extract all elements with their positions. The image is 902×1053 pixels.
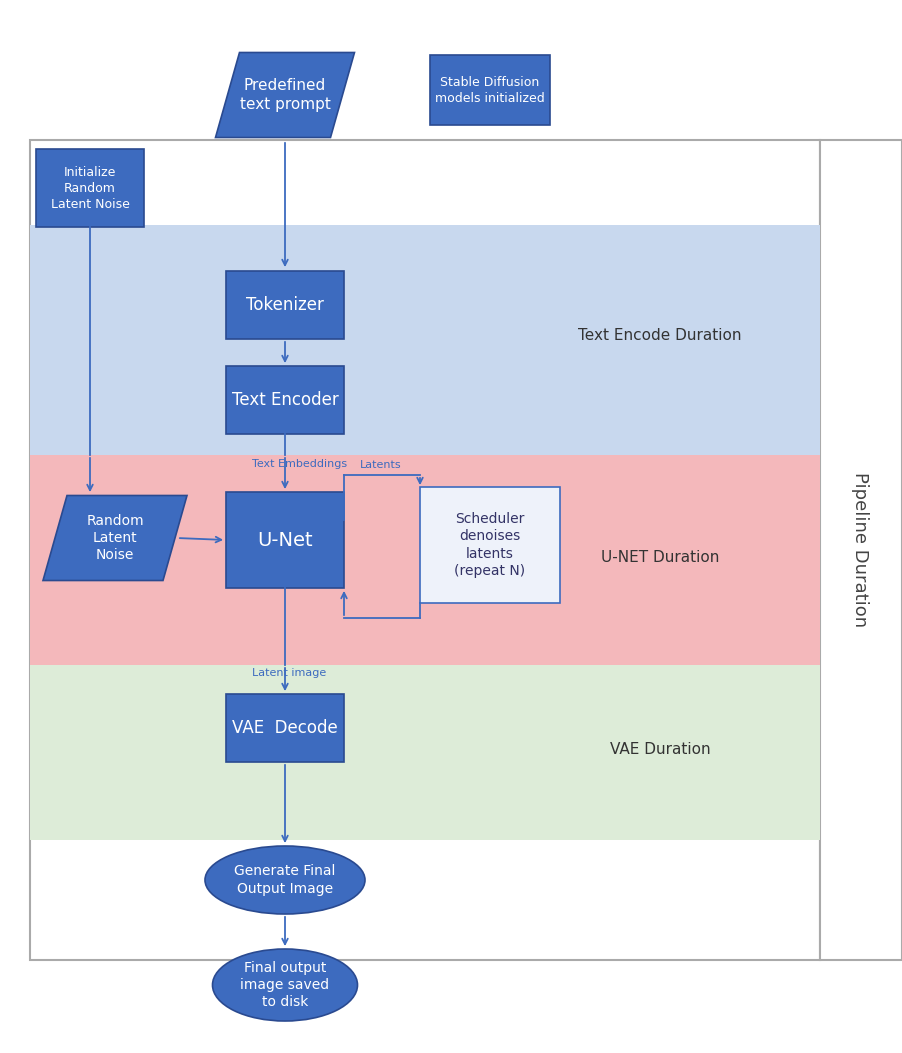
FancyBboxPatch shape [226,366,344,434]
FancyBboxPatch shape [30,140,820,960]
Text: VAE  Decode: VAE Decode [232,719,338,737]
Text: U-NET Duration: U-NET Duration [601,551,719,565]
Polygon shape [43,496,187,580]
Text: U-Net: U-Net [257,531,313,550]
Ellipse shape [213,949,357,1021]
Text: Text Encoder: Text Encoder [232,391,338,409]
FancyBboxPatch shape [30,665,820,840]
Text: Latent image: Latent image [252,668,327,678]
Text: Initialize
Random
Latent Noise: Initialize Random Latent Noise [51,165,130,211]
FancyBboxPatch shape [420,488,560,602]
FancyBboxPatch shape [30,225,820,455]
Text: Pipeline Duration: Pipeline Duration [851,473,869,628]
FancyBboxPatch shape [226,694,344,762]
Polygon shape [216,53,354,138]
Text: Random
Latent
Noise: Random Latent Noise [87,514,143,562]
Text: Text Encode Duration: Text Encode Duration [578,327,741,342]
Text: Predefined
text prompt: Predefined text prompt [240,78,330,112]
Text: Final output
image saved
to disk: Final output image saved to disk [241,960,329,1009]
Text: Tokenizer: Tokenizer [246,296,324,314]
FancyBboxPatch shape [30,455,820,665]
Text: Generate Final
Output Image: Generate Final Output Image [235,865,336,896]
Text: Scheduler
denoises
latents
(repeat N): Scheduler denoises latents (repeat N) [455,512,526,578]
FancyBboxPatch shape [226,271,344,339]
Ellipse shape [205,846,365,914]
Text: Latents: Latents [360,460,401,470]
FancyBboxPatch shape [430,55,550,125]
FancyBboxPatch shape [226,493,344,588]
Text: Stable Diffusion
models initialized: Stable Diffusion models initialized [435,76,545,104]
Text: VAE Duration: VAE Duration [610,742,710,757]
FancyBboxPatch shape [36,148,144,227]
Text: Text Embeddings: Text Embeddings [252,459,347,469]
FancyBboxPatch shape [820,140,902,960]
